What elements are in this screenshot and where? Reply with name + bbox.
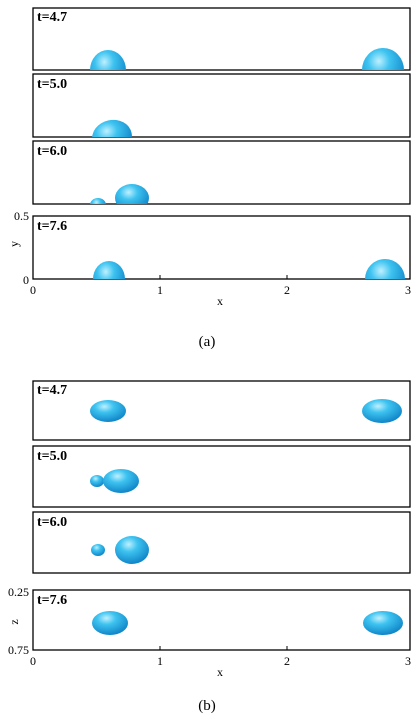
droplet	[92, 611, 128, 635]
x-tick-label: 2	[284, 283, 290, 297]
panel-frame	[32, 7, 411, 71]
droplets	[90, 184, 149, 204]
y-axis-label: y	[7, 241, 21, 247]
x-tick-label: 1	[157, 283, 163, 297]
y-axis-label: z	[7, 619, 21, 624]
droplet	[93, 261, 125, 279]
droplet	[365, 259, 405, 279]
panel-frame	[32, 215, 411, 280]
panel-label: t=4.7	[37, 10, 67, 25]
droplets	[93, 259, 405, 279]
tick-marks	[159, 275, 288, 279]
x-tick-label: 0	[30, 654, 36, 668]
panel-frame	[32, 140, 411, 205]
panel-frame	[32, 445, 411, 508]
panel-frame	[32, 73, 411, 138]
panel-frame	[32, 380, 411, 441]
caption: (a)	[199, 334, 216, 350]
y-tick-label: 0.5	[14, 209, 29, 223]
panel-label: t=5.0	[37, 449, 67, 464]
panel-frame	[32, 589, 411, 651]
droplet	[115, 536, 149, 564]
figure-b: t=4.7 t=5.0 t=6.0 t=7.6 0.25 0.75 0 1 2 …	[7, 380, 411, 714]
droplet	[92, 119, 132, 137]
y-tick-label: 0	[23, 273, 29, 287]
droplet	[362, 399, 402, 423]
panel-label: t=5.0	[37, 77, 67, 92]
x-axis-label: x	[217, 294, 223, 308]
droplet	[90, 198, 106, 204]
droplets	[90, 48, 404, 70]
droplets	[92, 119, 132, 137]
caption: (b)	[198, 698, 216, 714]
x-tick-label: 2	[284, 654, 290, 668]
droplet	[90, 50, 126, 70]
droplet	[115, 184, 149, 204]
x-tick-label: 0	[30, 283, 36, 297]
tick-marks	[159, 646, 288, 650]
droplet	[363, 611, 403, 635]
droplet	[90, 400, 126, 422]
y-tick-label: 0.75	[8, 643, 29, 657]
panel-frame	[32, 511, 411, 574]
panel-label: t=6.0	[37, 144, 67, 159]
panel-label: t=4.7	[37, 383, 67, 398]
x-tick-label: 1	[157, 654, 163, 668]
droplet	[91, 544, 105, 556]
panel-label: t=7.6	[37, 219, 67, 234]
droplet	[90, 475, 104, 487]
droplet	[362, 48, 404, 70]
figure-a: t=4.7 t=5.0 t=6.0 t=7.6 0.5 0 0 1 2 3 x …	[7, 7, 411, 350]
droplet	[103, 469, 139, 493]
x-tick-label: 3	[405, 283, 411, 297]
x-tick-label: 3	[405, 654, 411, 668]
x-axis-label: x	[217, 665, 223, 679]
panel-label: t=7.6	[37, 593, 67, 608]
y-tick-label: 0.25	[8, 585, 29, 599]
panel-label: t=6.0	[37, 515, 67, 530]
